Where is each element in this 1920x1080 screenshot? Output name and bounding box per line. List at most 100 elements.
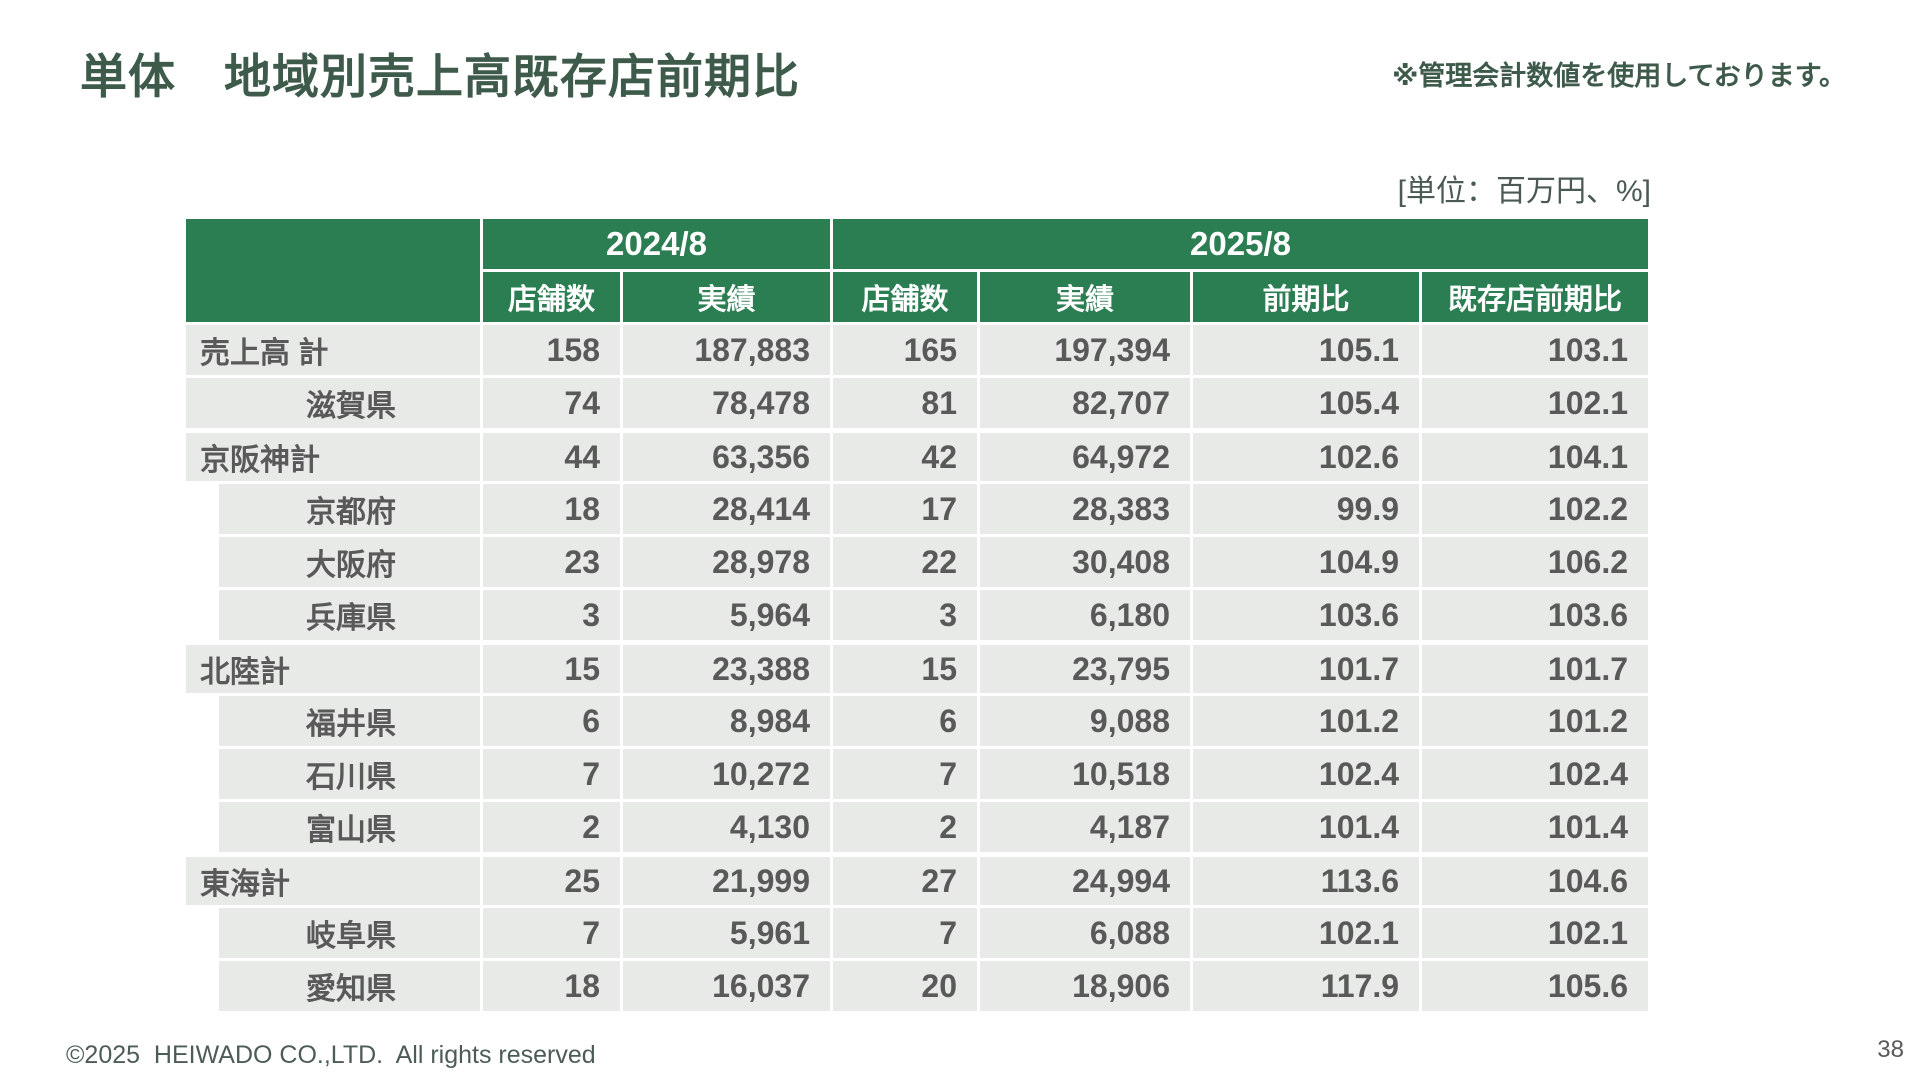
table-cell: 15 [483, 643, 620, 693]
table-cell: 104.9 [1193, 537, 1419, 587]
table-header-column-row: 店舗数 実績 店舗数 実績 前期比 既存店前期比 [186, 272, 1648, 322]
table-cell: 197,394 [980, 325, 1190, 375]
table-row: 大阪府 23 28,978 22 30,408 104.9 106.2 [186, 537, 1648, 587]
table-cell: 17 [833, 484, 977, 534]
row-label: 北陸計 [186, 643, 480, 693]
table-cell: 103.6 [1193, 590, 1419, 640]
column-header-existing-store-yoy: 既存店前期比 [1422, 272, 1648, 322]
table-cell: 101.4 [1193, 802, 1419, 852]
accounting-note: ※管理会計数値を使用しております。 [1392, 61, 1846, 91]
table-cell: 5,961 [623, 908, 830, 958]
row-label: 石川県 [186, 749, 480, 799]
table-cell: 18 [483, 961, 620, 1011]
table-cell: 18 [483, 484, 620, 534]
row-label: 愛知県 [186, 961, 480, 1011]
table-cell: 6 [483, 696, 620, 746]
table-cell: 7 [483, 749, 620, 799]
page-number: 38 [1877, 1036, 1904, 1063]
table-cell: 102.4 [1422, 749, 1648, 799]
table-cell: 44 [483, 431, 620, 481]
table-cell: 15 [833, 643, 977, 693]
table-cell: 78,478 [623, 378, 830, 428]
table-cell: 101.7 [1422, 643, 1648, 693]
table-header-year-row: 2024/8 2025/8 [186, 219, 1648, 322]
table-cell: 105.1 [1193, 325, 1419, 375]
table-cell: 165 [833, 325, 977, 375]
column-group-2025: 2025/8 [833, 219, 1648, 269]
table-cell: 104.6 [1422, 855, 1648, 905]
table-cell: 22 [833, 537, 977, 587]
table-cell: 21,999 [623, 855, 830, 905]
table-row: 兵庫県 3 5,964 3 6,180 103.6 103.6 [186, 590, 1648, 640]
column-header-actual-2025: 実績 [980, 272, 1190, 322]
table-cell: 117.9 [1193, 961, 1419, 1011]
row-label: 滋賀県 [186, 378, 480, 428]
table-cell: 8,984 [623, 696, 830, 746]
table-cell: 102.4 [1193, 749, 1419, 799]
table-cell: 106.2 [1422, 537, 1648, 587]
table-cell: 103.1 [1422, 325, 1648, 375]
column-group-2024: 2024/8 [483, 219, 830, 269]
table-cell: 42 [833, 431, 977, 481]
table-cell: 4,130 [623, 802, 830, 852]
table-cell: 102.6 [1193, 431, 1419, 481]
table-cell: 7 [483, 908, 620, 958]
table-cell: 105.4 [1193, 378, 1419, 428]
table-cell: 102.1 [1422, 908, 1648, 958]
table-cell: 7 [833, 908, 977, 958]
column-header-actual-2024: 実績 [623, 272, 830, 322]
table-cell: 113.6 [1193, 855, 1419, 905]
table-header: 2024/8 2025/8 店舗数 実績 店舗数 実績 前期比 既存店前期比 [186, 219, 1648, 322]
table-cell: 28,414 [623, 484, 830, 534]
row-label: 京都府 [186, 484, 480, 534]
column-header-stores-2025: 店舗数 [833, 272, 977, 322]
table-row: 滋賀県 74 78,478 81 82,707 105.4 102.1 [186, 378, 1648, 428]
table-cell: 4,187 [980, 802, 1190, 852]
table-cell: 103.6 [1422, 590, 1648, 640]
table-cell: 2 [833, 802, 977, 852]
table-cell: 2 [483, 802, 620, 852]
table-cell: 18,906 [980, 961, 1190, 1011]
regional-sales-table: 2024/8 2025/8 店舗数 実績 店舗数 実績 前期比 既存店前期比 売… [183, 216, 1651, 1014]
table-cell: 101.7 [1193, 643, 1419, 693]
table-cell: 6,180 [980, 590, 1190, 640]
table-cell: 28,383 [980, 484, 1190, 534]
unit-label: [単位：百万円、%] [1397, 175, 1651, 208]
table-body: 売上高 計 158 187,883 165 197,394 105.1 103.1 滋賀県 74… [186, 325, 1648, 1011]
table-cell: 102.2 [1422, 484, 1648, 534]
table-cell: 24,994 [980, 855, 1190, 905]
table-cell: 5,964 [623, 590, 830, 640]
table-cell: 104.1 [1422, 431, 1648, 481]
table-cell: 27 [833, 855, 977, 905]
column-header-yoy: 前期比 [1193, 272, 1419, 322]
row-label: 売上高 計 [186, 325, 480, 375]
table-cell: 10,272 [623, 749, 830, 799]
table-cell: 23 [483, 537, 620, 587]
row-label: 富山県 [186, 802, 480, 852]
table-corner-cell [186, 219, 480, 322]
page-title: 単体 地域別売上高既存店前期比 [80, 50, 800, 103]
copyright-footer: ©2025 HEIWADO CO.,LTD. All rights reserv… [66, 1041, 596, 1069]
table-cell: 3 [833, 590, 977, 640]
table-row: 売上高 計 158 187,883 165 197,394 105.1 103.1 [186, 325, 1648, 375]
table-cell: 6,088 [980, 908, 1190, 958]
row-label: 東海計 [186, 855, 480, 905]
table-row: 東海計 25 21,999 27 24,994 113.6 104.6 [186, 855, 1648, 905]
table-cell: 28,978 [623, 537, 830, 587]
table-cell: 9,088 [980, 696, 1190, 746]
table-cell: 105.6 [1422, 961, 1648, 1011]
table-cell: 23,795 [980, 643, 1190, 693]
table-row: 岐阜県 7 5,961 7 6,088 102.1 102.1 [186, 908, 1648, 958]
table-cell: 16,037 [623, 961, 830, 1011]
table-cell: 99.9 [1193, 484, 1419, 534]
table-cell: 6 [833, 696, 977, 746]
table-cell: 64,972 [980, 431, 1190, 481]
table-cell: 20 [833, 961, 977, 1011]
table-cell: 102.1 [1193, 908, 1419, 958]
row-label: 岐阜県 [186, 908, 480, 958]
table-cell: 63,356 [623, 431, 830, 481]
table-row: 富山県 2 4,130 2 4,187 101.4 101.4 [186, 802, 1648, 852]
table-row: 福井県 6 8,984 6 9,088 101.2 101.2 [186, 696, 1648, 746]
table-cell: 82,707 [980, 378, 1190, 428]
table-cell: 101.4 [1422, 802, 1648, 852]
